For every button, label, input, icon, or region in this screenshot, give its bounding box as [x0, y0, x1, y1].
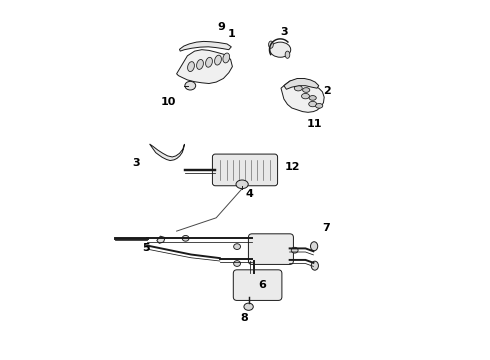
Ellipse shape — [206, 57, 212, 67]
Text: 4: 4 — [245, 189, 253, 199]
Ellipse shape — [215, 55, 221, 65]
FancyBboxPatch shape — [213, 154, 277, 186]
Text: 5: 5 — [142, 243, 150, 253]
Ellipse shape — [196, 59, 203, 69]
Text: 7: 7 — [322, 222, 330, 233]
Polygon shape — [179, 41, 231, 51]
Text: 2: 2 — [323, 86, 331, 96]
Polygon shape — [281, 80, 324, 112]
Ellipse shape — [303, 88, 310, 93]
Polygon shape — [284, 78, 319, 89]
Ellipse shape — [309, 102, 317, 107]
Ellipse shape — [316, 104, 323, 108]
Ellipse shape — [185, 81, 196, 90]
Ellipse shape — [188, 62, 195, 72]
Ellipse shape — [311, 261, 318, 270]
Ellipse shape — [234, 244, 241, 249]
Ellipse shape — [223, 53, 230, 63]
Ellipse shape — [269, 41, 273, 48]
Text: 10: 10 — [161, 96, 176, 107]
FancyBboxPatch shape — [248, 234, 294, 265]
Ellipse shape — [311, 242, 318, 251]
Text: 3: 3 — [132, 158, 140, 168]
Ellipse shape — [294, 86, 302, 91]
Text: 12: 12 — [285, 162, 300, 172]
Text: 6: 6 — [258, 280, 266, 290]
Ellipse shape — [244, 303, 253, 310]
Text: 1: 1 — [228, 29, 236, 39]
Ellipse shape — [301, 94, 310, 99]
Ellipse shape — [309, 96, 316, 100]
Polygon shape — [176, 50, 232, 84]
Ellipse shape — [291, 247, 298, 253]
Text: 9: 9 — [218, 22, 225, 32]
Ellipse shape — [234, 261, 241, 266]
Text: 11: 11 — [306, 119, 322, 129]
Ellipse shape — [236, 180, 248, 189]
Polygon shape — [149, 144, 185, 161]
Polygon shape — [157, 236, 165, 243]
Text: 3: 3 — [280, 27, 288, 37]
Ellipse shape — [182, 235, 189, 241]
FancyBboxPatch shape — [233, 270, 282, 300]
Text: 8: 8 — [241, 312, 248, 323]
Ellipse shape — [270, 42, 291, 57]
Ellipse shape — [285, 51, 290, 58]
